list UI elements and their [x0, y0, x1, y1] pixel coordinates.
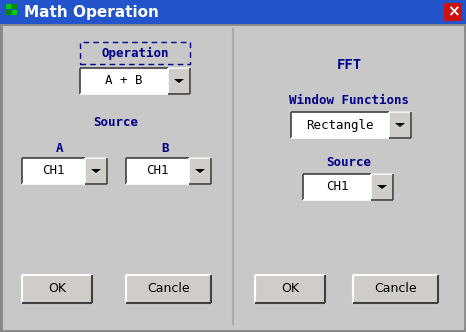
Text: FFT: FFT: [336, 58, 362, 72]
Text: B: B: [161, 141, 169, 154]
Text: ×: ×: [446, 5, 459, 20]
Bar: [126, 158, 211, 184]
Bar: [303, 174, 393, 200]
Bar: [353, 275, 438, 303]
Text: Cancle: Cancle: [374, 283, 417, 295]
Bar: [22, 158, 107, 184]
Bar: [126, 275, 211, 303]
Text: Window Functions: Window Functions: [289, 94, 409, 107]
Polygon shape: [91, 169, 101, 173]
Bar: [6, 4, 11, 9]
Text: Math Operation: Math Operation: [24, 5, 159, 20]
Bar: [444, 3, 462, 21]
Text: OK: OK: [48, 283, 66, 295]
Bar: [371, 174, 393, 200]
Text: CH1: CH1: [326, 181, 348, 194]
Text: Source: Source: [94, 116, 138, 128]
Bar: [12, 10, 17, 15]
Bar: [389, 112, 411, 138]
Polygon shape: [174, 79, 184, 83]
Text: OK: OK: [281, 283, 299, 295]
Bar: [0, 0, 466, 24]
Bar: [85, 158, 107, 184]
Bar: [255, 275, 325, 303]
Bar: [189, 158, 211, 184]
Polygon shape: [395, 123, 405, 127]
Polygon shape: [377, 185, 387, 189]
Text: Cancle: Cancle: [147, 283, 190, 295]
Text: A: A: [56, 141, 64, 154]
Bar: [22, 275, 92, 303]
Text: Operation: Operation: [101, 46, 169, 59]
Bar: [6, 10, 11, 15]
Text: CH1: CH1: [146, 164, 169, 178]
Text: Source: Source: [327, 155, 371, 169]
Bar: [291, 112, 411, 138]
Polygon shape: [195, 169, 205, 173]
Bar: [168, 68, 190, 94]
Bar: [80, 42, 190, 64]
Bar: [80, 68, 190, 94]
Text: Rectangle: Rectangle: [306, 119, 374, 131]
Text: CH1: CH1: [42, 164, 65, 178]
Text: A + B: A + B: [105, 74, 143, 88]
Bar: [12, 4, 17, 9]
